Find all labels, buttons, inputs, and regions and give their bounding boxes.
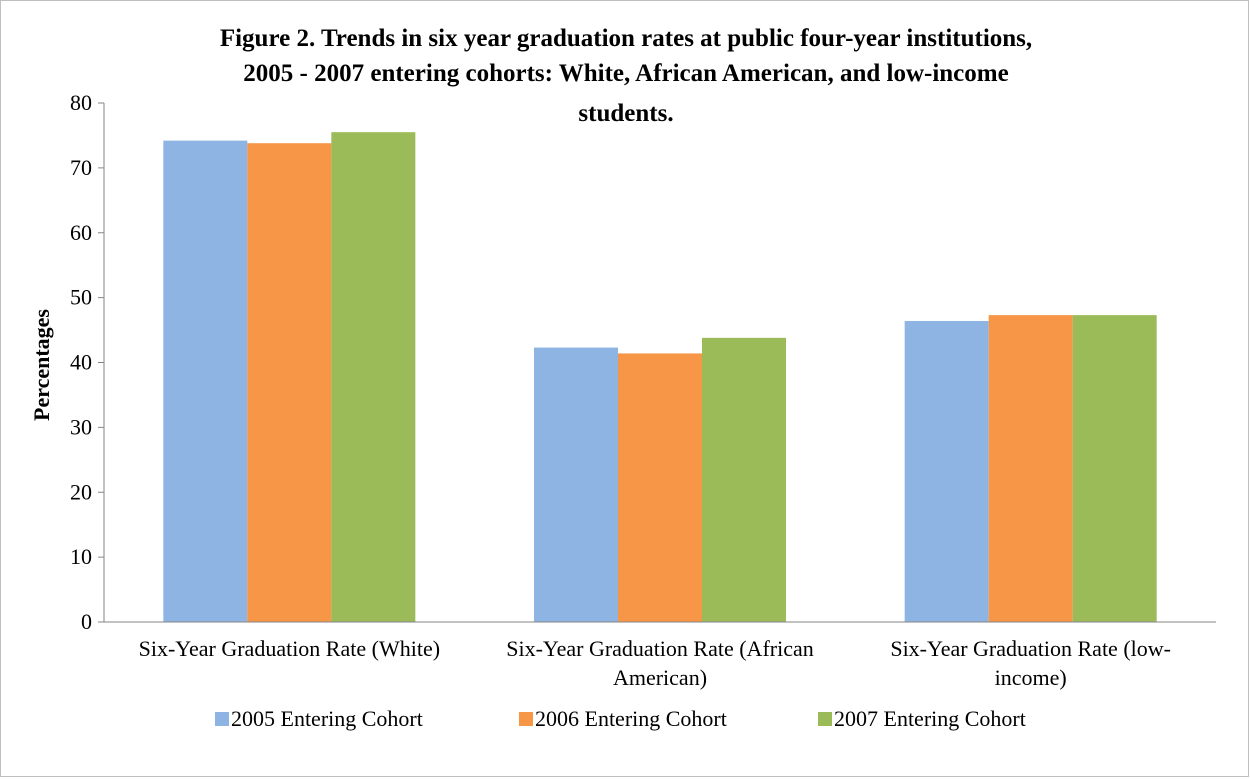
x-category-label: Six-Year Graduation Rate (White) [139, 636, 440, 661]
legend-label: 2005 Entering Cohort [231, 706, 423, 731]
bars [163, 132, 1157, 622]
legend-label: 2006 Entering Cohort [535, 706, 727, 731]
legend-swatch [215, 712, 229, 726]
bar [988, 315, 1073, 622]
y-tick-label: 0 [81, 609, 92, 634]
y-tick-label: 20 [70, 479, 92, 504]
y-tick-label: 50 [70, 285, 92, 310]
y-tick-label: 10 [70, 544, 92, 569]
legend-label: 2007 Entering Cohort [834, 706, 1026, 731]
bar [247, 143, 332, 622]
bar [618, 353, 702, 622]
x-axis: Six-Year Graduation Rate (White) Six-Year… [104, 621, 1216, 690]
bar [1072, 315, 1157, 622]
legend-swatch [519, 712, 533, 726]
x-category-label: American) [613, 665, 707, 690]
y-axis-label: Percentages [29, 309, 54, 421]
y-axis: 0 10 20 30 40 50 60 70 80 [70, 90, 105, 634]
bar [331, 132, 416, 622]
x-category-label: income) [995, 665, 1067, 690]
y-tick-label: 30 [70, 414, 92, 439]
chart-title-line-1: Figure 2. Trends in six year graduation … [220, 25, 1032, 52]
bar [904, 320, 989, 622]
x-category-label: Six-Year Graduation Rate (African [506, 636, 814, 661]
y-tick-label: 40 [70, 350, 92, 375]
bar [702, 337, 786, 622]
y-tick-label: 70 [70, 155, 92, 180]
x-category-label: Six-Year Graduation Rate (low- [890, 636, 1171, 661]
bar [534, 347, 618, 622]
legend-swatch [818, 712, 832, 726]
chart-title: Figure 2. Trends in six year graduation … [220, 25, 1032, 127]
y-tick-label: 80 [70, 90, 92, 115]
bar [163, 140, 248, 622]
chart-title-line-2: 2005 - 2007 entering cohorts: White, Afr… [243, 60, 1008, 87]
legend: 2005 Entering Cohort 2006 Entering Cohort… [215, 706, 1026, 731]
y-tick-label: 60 [70, 220, 92, 245]
chart-title-line-3: students. [578, 100, 673, 127]
